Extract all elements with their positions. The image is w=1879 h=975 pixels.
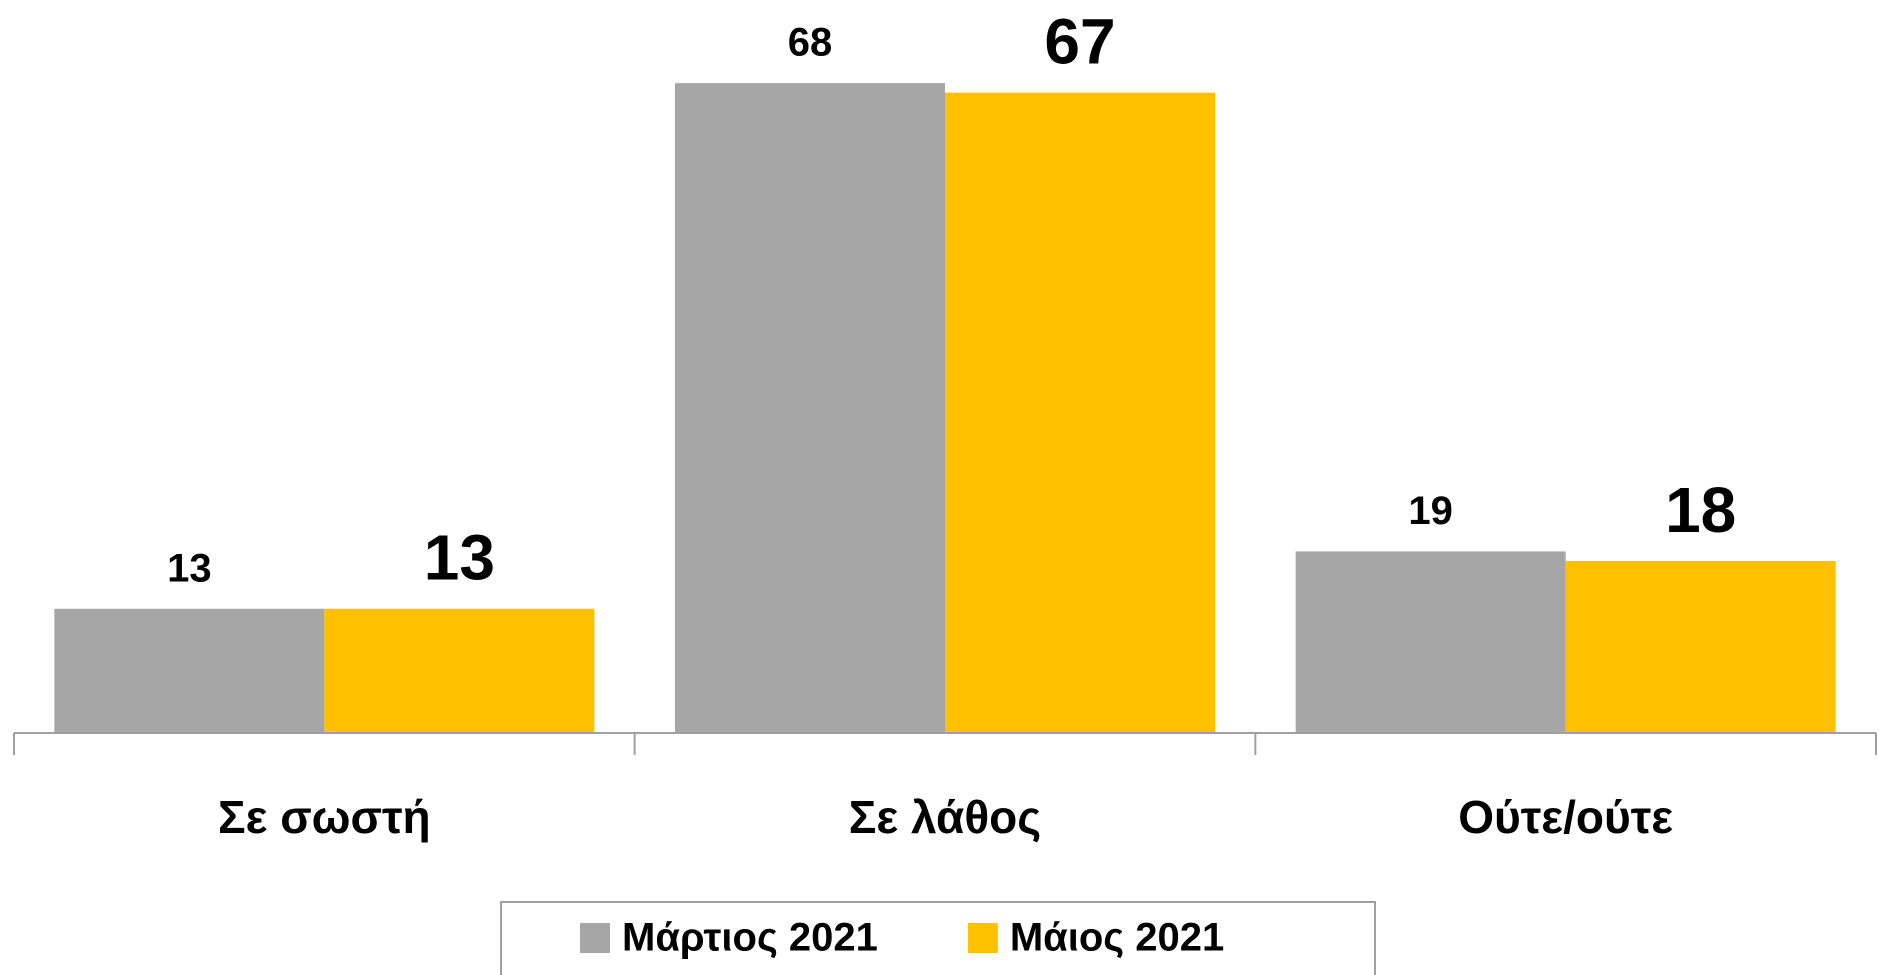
bar <box>1295 551 1566 733</box>
x-tick-label: Σε σωστή <box>218 791 431 843</box>
bar <box>945 92 1215 733</box>
value-label: 19 <box>1408 489 1453 533</box>
legend-swatch <box>580 923 610 953</box>
legend-swatch <box>967 923 998 953</box>
bar <box>675 83 945 734</box>
bar <box>1565 560 1836 733</box>
value-label: 13 <box>424 522 495 594</box>
value-label: 67 <box>1044 6 1115 78</box>
legend-label: Μάρτιος 2021 <box>622 916 878 960</box>
value-label: 13 <box>167 546 212 590</box>
x-tick-label: Σε λάθος <box>849 791 1041 843</box>
legend-box <box>500 901 1376 975</box>
value-label: 18 <box>1665 474 1736 546</box>
bar <box>54 608 325 733</box>
value-label: 68 <box>788 21 833 65</box>
bar <box>324 608 595 733</box>
x-tick-label: Ούτε/ούτε <box>1458 791 1673 843</box>
legend-label: Μάιος 2021 <box>1010 916 1224 960</box>
